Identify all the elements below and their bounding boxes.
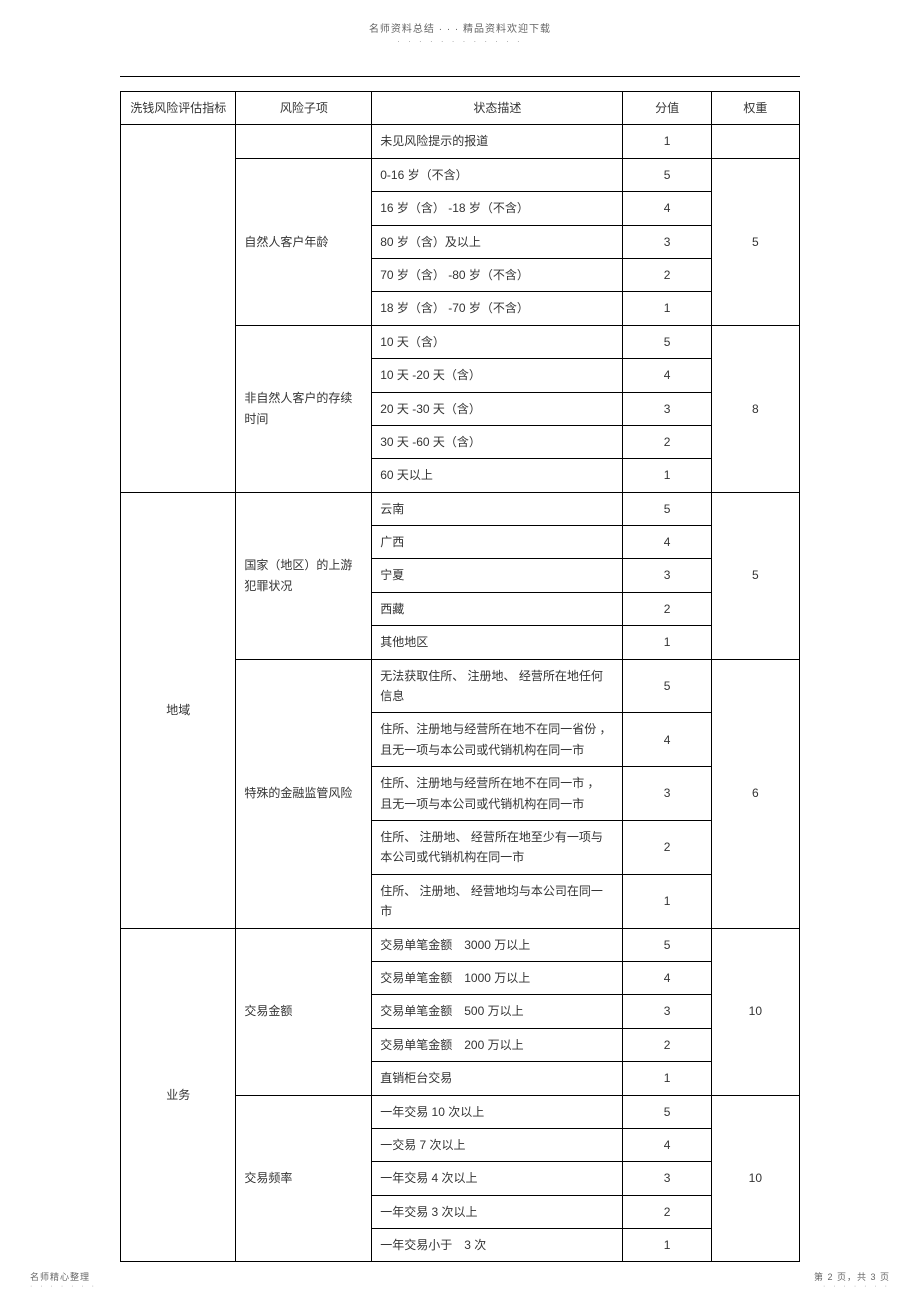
cell-desc: 0-16 岁（不含） <box>372 158 623 191</box>
cell-score: 1 <box>623 125 711 158</box>
cell-desc: 18 岁（含） -70 岁（不含） <box>372 292 623 325</box>
cell-desc: 30 天 -60 天（含） <box>372 425 623 458</box>
footer-right-text: 第 2 页，共 3 页 <box>814 1270 890 1283</box>
cell-score: 3 <box>623 995 711 1028</box>
col-header-score: 分值 <box>623 92 711 125</box>
cell-score: 4 <box>623 192 711 225</box>
cell-subitem: 特殊的金融监管风险 <box>236 659 372 928</box>
cell-desc: 交易单笔金额 200 万以上 <box>372 1028 623 1061</box>
cell-desc: 住所、注册地与经营所在地不在同一省份 ， 且无一项与本公司或代销机构在同一市 <box>372 713 623 767</box>
cell-weight: 8 <box>711 325 799 492</box>
cell-desc: 宁夏 <box>372 559 623 592</box>
cell-score: 3 <box>623 392 711 425</box>
cell-desc: 70 岁（含） -80 岁（不含） <box>372 258 623 291</box>
cell-score: 5 <box>623 659 711 713</box>
cell-score: 2 <box>623 1028 711 1061</box>
table-row: 地域 国家（地区）的上游犯罪状况 云南 5 5 <box>121 492 800 525</box>
page-container: 名师资料总结 · · · 精品资料欢迎下载 · · · · · · · · · … <box>0 0 920 1302</box>
risk-table: 洗钱风险评估指标 风险子项 状态描述 分值 权重 未见风险提示的报道 1 自然人… <box>120 91 800 1262</box>
cell-score: 4 <box>623 961 711 994</box>
cell-subitem: 国家（地区）的上游犯罪状况 <box>236 492 372 659</box>
cell-score: 2 <box>623 820 711 874</box>
col-header-weight: 权重 <box>711 92 799 125</box>
cell-desc: 广西 <box>372 526 623 559</box>
cell-score: 4 <box>623 713 711 767</box>
cell-weight: 5 <box>711 158 799 325</box>
page-footer: 名师精心整理 第 2 页，共 3 页 · · · · · · · · · · ·… <box>30 1270 890 1290</box>
table-row: 业务 交易金额 交易单笔金额 3000 万以上 5 10 <box>121 928 800 961</box>
cell-desc: 10 天（含） <box>372 325 623 358</box>
cell-desc: 10 天 -20 天（含） <box>372 359 623 392</box>
cell-subitem: 自然人客户年龄 <box>236 158 372 325</box>
cell-desc: 无法获取住所、 注册地、 经营所在地任何信息 <box>372 659 623 713</box>
cell-score: 1 <box>623 626 711 659</box>
cell-desc: 20 天 -30 天（含） <box>372 392 623 425</box>
cell-score: 5 <box>623 1095 711 1128</box>
cell-score: 2 <box>623 1195 711 1228</box>
cell-desc: 直销柜台交易 <box>372 1062 623 1095</box>
cell-desc: 16 岁（含） -18 岁（不含） <box>372 192 623 225</box>
cell-desc: 一年交易 4 次以上 <box>372 1162 623 1195</box>
cell-desc: 云南 <box>372 492 623 525</box>
cell-subitem: 交易频率 <box>236 1095 372 1262</box>
cell-score: 2 <box>623 592 711 625</box>
cell-score: 4 <box>623 526 711 559</box>
cell-desc: 交易单笔金额 3000 万以上 <box>372 928 623 961</box>
page-top-dots: · · · · · · · · · · · · <box>120 37 800 46</box>
cell-score: 4 <box>623 359 711 392</box>
page-top-header: 名师资料总结 · · · 精品资料欢迎下载 <box>120 20 800 37</box>
cell-subitem-blank <box>236 125 372 158</box>
cell-score: 5 <box>623 158 711 191</box>
col-header-desc: 状态描述 <box>372 92 623 125</box>
cell-score: 3 <box>623 225 711 258</box>
cell-score: 1 <box>623 874 711 928</box>
cell-desc: 交易单笔金额 1000 万以上 <box>372 961 623 994</box>
cell-desc: 一年交易 3 次以上 <box>372 1195 623 1228</box>
horizontal-rule <box>120 76 800 77</box>
cell-indicator-biz: 业务 <box>121 928 236 1262</box>
cell-desc: 一交易 7 次以上 <box>372 1128 623 1161</box>
cell-score: 3 <box>623 767 711 821</box>
cell-desc: 未见风险提示的报道 <box>372 125 623 158</box>
cell-indicator-region: 地域 <box>121 492 236 928</box>
cell-score: 1 <box>623 1062 711 1095</box>
footer-dots-left: · · · · · · · <box>30 1283 97 1290</box>
cell-desc: 一年交易 10 次以上 <box>372 1095 623 1128</box>
cell-score: 3 <box>623 1162 711 1195</box>
cell-desc: 80 岁（含）及以上 <box>372 225 623 258</box>
col-header-subitem: 风险子项 <box>236 92 372 125</box>
cell-weight-blank <box>711 125 799 158</box>
table-header-row: 洗钱风险评估指标 风险子项 状态描述 分值 权重 <box>121 92 800 125</box>
cell-score: 2 <box>623 258 711 291</box>
cell-desc: 西藏 <box>372 592 623 625</box>
cell-score: 3 <box>623 559 711 592</box>
cell-indicator-blank <box>121 125 236 492</box>
cell-score: 4 <box>623 1128 711 1161</box>
footer-left-text: 名师精心整理 <box>30 1270 90 1283</box>
cell-desc: 住所、 注册地、 经营所在地至少有一项与本公司或代销机构在同一市 <box>372 820 623 874</box>
cell-score: 1 <box>623 292 711 325</box>
cell-desc: 住所、注册地与经营所在地不在同一市 ， 且无一项与本公司或代销机构在同一市 <box>372 767 623 821</box>
cell-score: 1 <box>623 1229 711 1262</box>
cell-score: 2 <box>623 425 711 458</box>
cell-desc: 60 天以上 <box>372 459 623 492</box>
cell-desc: 交易单笔金额 500 万以上 <box>372 995 623 1028</box>
cell-weight: 10 <box>711 1095 799 1262</box>
cell-subitem: 非自然人客户的存续时间 <box>236 325 372 492</box>
cell-weight: 10 <box>711 928 799 1095</box>
cell-score: 5 <box>623 928 711 961</box>
cell-score: 1 <box>623 459 711 492</box>
cell-score: 5 <box>623 492 711 525</box>
cell-weight: 6 <box>711 659 799 928</box>
footer-dots-right: · · · · · · · <box>823 1283 890 1290</box>
table-row: 未见风险提示的报道 1 <box>121 125 800 158</box>
cell-desc: 住所、 注册地、 经营地均与本公司在同一市 <box>372 874 623 928</box>
cell-weight: 5 <box>711 492 799 659</box>
cell-desc: 一年交易小于 3 次 <box>372 1229 623 1262</box>
cell-score: 5 <box>623 325 711 358</box>
cell-subitem: 交易金额 <box>236 928 372 1095</box>
cell-desc: 其他地区 <box>372 626 623 659</box>
col-header-indicator: 洗钱风险评估指标 <box>121 92 236 125</box>
